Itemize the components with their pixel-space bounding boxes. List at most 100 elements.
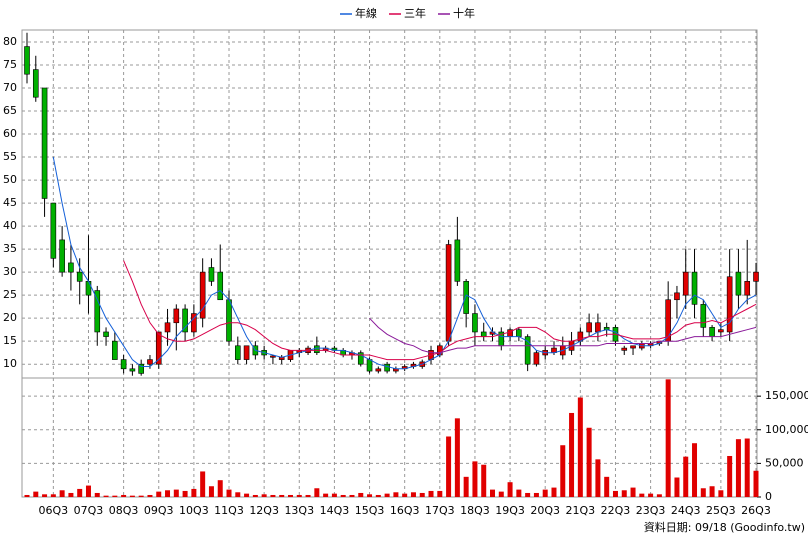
candle-body xyxy=(112,340,118,360)
candle-body xyxy=(243,345,250,360)
volume-bar xyxy=(358,492,364,497)
x-tick-label: 14Q3 xyxy=(320,504,350,517)
volume-bar xyxy=(586,427,592,497)
y2-tick-label: 150,000 xyxy=(765,389,808,402)
candle-body xyxy=(700,304,707,328)
volume-bar xyxy=(621,490,627,497)
candle-body xyxy=(270,355,276,358)
volume-bar xyxy=(217,480,223,497)
x-tick-label: 16Q3 xyxy=(390,504,420,517)
volume-bar xyxy=(191,488,197,497)
candle-body xyxy=(199,271,206,319)
candle-body xyxy=(85,281,92,296)
volume-bar xyxy=(226,489,232,497)
candle-body xyxy=(24,46,30,75)
volume-bar xyxy=(692,443,698,497)
volume-bar xyxy=(718,490,724,497)
x-tick-label: 18Q3 xyxy=(460,504,490,517)
candle-body xyxy=(445,244,452,342)
volume-bar xyxy=(542,489,548,497)
volume-bar xyxy=(630,487,636,497)
volume-bar xyxy=(33,491,39,497)
volume-bar xyxy=(560,445,566,497)
candle-body xyxy=(682,271,689,296)
source-note: 資料日期: 09/18 (Goodinfo.tw) xyxy=(644,520,805,534)
volume-bar xyxy=(279,494,285,497)
volume-bar xyxy=(121,494,127,497)
volume-bar xyxy=(235,492,241,497)
volume-bar xyxy=(42,494,48,497)
y-tick-label: 70 xyxy=(3,81,17,94)
y2-tick-label: 100,000 xyxy=(765,423,808,436)
candle-body xyxy=(674,292,680,301)
volume-bar xyxy=(674,477,680,497)
x-tick-label: 09Q3 xyxy=(144,504,174,517)
volume-bar xyxy=(525,492,531,497)
x-tick-label: 26Q3 xyxy=(741,504,771,517)
ma-line xyxy=(52,156,757,370)
x-tick-label: 25Q3 xyxy=(706,504,736,517)
legend-label: 十年 xyxy=(453,6,475,20)
candle-body xyxy=(155,331,162,365)
x-tick-label: 08Q3 xyxy=(109,504,139,517)
candle-body xyxy=(41,87,48,199)
candle-body xyxy=(59,239,65,273)
volume-bar xyxy=(727,455,733,497)
candle-body xyxy=(120,359,127,370)
x-tick-label: 07Q3 xyxy=(74,504,104,517)
x-tick-label: 17Q3 xyxy=(425,504,455,517)
candle-body xyxy=(480,331,487,337)
candle-body xyxy=(595,322,601,333)
y-tick-label: 15 xyxy=(3,334,17,347)
plot-frame xyxy=(21,29,758,498)
y-tick-label: 35 xyxy=(3,242,17,255)
y-tick-label: 10 xyxy=(3,357,17,370)
candle-body xyxy=(691,271,698,305)
candle-body xyxy=(357,352,364,365)
x-tick-label: 19Q3 xyxy=(495,504,525,517)
volume-bar xyxy=(490,489,496,497)
volume-bar xyxy=(244,493,250,497)
candle-body xyxy=(138,363,144,374)
volume-bar xyxy=(252,494,258,497)
volume-bar xyxy=(393,492,399,497)
candle-body xyxy=(147,359,153,365)
candle-body xyxy=(226,299,232,342)
volume-bar xyxy=(419,492,425,497)
candle-body xyxy=(384,363,390,372)
candle-body xyxy=(665,299,671,342)
y-tick-label: 75 xyxy=(3,58,17,71)
candle-body xyxy=(234,345,241,360)
candle-body xyxy=(454,239,461,282)
volume-bar xyxy=(665,379,671,497)
volume-bar xyxy=(446,436,452,497)
candle-body xyxy=(709,327,715,337)
candle-body xyxy=(217,271,224,301)
volume-bar xyxy=(507,482,513,497)
y2-tick-label: 50,000 xyxy=(765,456,804,469)
volume-bar xyxy=(173,489,179,497)
y-tick-label: 50 xyxy=(3,173,17,186)
candle-body xyxy=(32,69,39,98)
candle-body xyxy=(68,262,74,273)
candle-body xyxy=(173,308,180,324)
volume-bar xyxy=(656,494,662,497)
y-tick-label: 65 xyxy=(3,104,17,117)
volume-bar xyxy=(648,493,654,497)
volume-bar xyxy=(112,495,118,497)
x-tick-label: 13Q3 xyxy=(284,504,314,517)
candle-body xyxy=(586,322,592,333)
volume-bar xyxy=(323,493,329,497)
volume-bar xyxy=(182,490,188,497)
y2-tick-label: 0 xyxy=(765,490,772,503)
candle-body xyxy=(726,276,733,333)
volume-bar xyxy=(261,494,267,497)
volume-bar xyxy=(498,491,504,497)
volume-bar xyxy=(551,487,557,497)
volume-bar xyxy=(68,492,74,497)
candle-body xyxy=(103,331,109,337)
ma-line xyxy=(369,317,757,354)
volume-bar xyxy=(709,486,715,497)
volume-bar xyxy=(454,418,460,497)
